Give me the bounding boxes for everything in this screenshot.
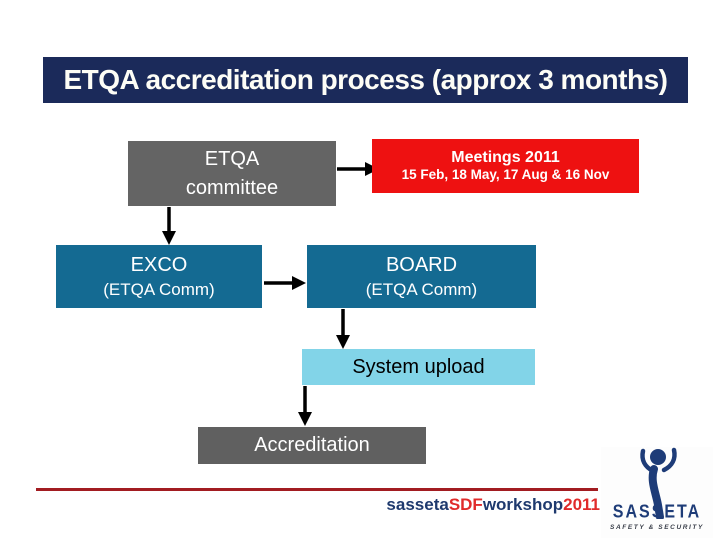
board-sub: (ETQA Comm)	[365, 279, 478, 299]
board-name: BOARD	[385, 253, 458, 276]
footer-divider-line	[36, 488, 598, 491]
footer-seg-workshop: workshop	[482, 495, 564, 514]
footer-seg-sasseta: sasseta	[386, 495, 449, 514]
flow-box-accreditation: Accreditation	[198, 427, 426, 464]
accreditation-label: Accreditation	[254, 434, 370, 456]
arrow-right-exco-to-board	[264, 276, 306, 290]
exco-name: EXCO	[130, 253, 188, 276]
meetings-dates: 15 Feb, 18 May, 17 Aug & 16 Nov	[401, 167, 610, 183]
etqa-committee-line2: committee	[185, 176, 279, 199]
flow-box-exco: EXCO (ETQA Comm)	[56, 245, 262, 308]
meetings-heading: Meetings 2011	[451, 148, 560, 166]
etqa-committee-line1: ETQA	[204, 147, 260, 170]
exco-sub: (ETQA Comm)	[103, 279, 215, 299]
flow-box-board: BOARD (ETQA Comm)	[307, 245, 536, 308]
arrow-down-etqa-to-exco	[162, 207, 176, 245]
arrow-down-board-to-system-upload	[336, 309, 350, 349]
system-upload-label: System upload	[352, 355, 485, 378]
footer-brand: sassetaSDFworkshop2011	[386, 495, 600, 515]
arrow-down-system-upload-to-accreditation	[298, 386, 312, 426]
footer-seg-2011: 2011	[563, 495, 600, 514]
footer-seg-sdf: SDF	[448, 495, 483, 514]
logo-tagline: SAFETY & SECURITY	[610, 524, 704, 531]
flow-box-etqa-committee: ETQA committee	[128, 141, 336, 206]
slide-title: ETQA accreditation process (approx 3 mon…	[63, 64, 668, 95]
flow-box-system-upload: System upload	[302, 349, 535, 385]
sasseta-logo: SASSETA SAFETY & SECURITY	[601, 447, 713, 538]
slide-title-bar: ETQA accreditation process (approx 3 mon…	[43, 57, 688, 103]
sasseta-figure-icon	[640, 447, 677, 519]
logo-wordmark: SASSETA	[612, 502, 702, 523]
flow-box-meetings-2011: Meetings 2011 15 Feb, 18 May, 17 Aug & 1…	[372, 139, 639, 193]
